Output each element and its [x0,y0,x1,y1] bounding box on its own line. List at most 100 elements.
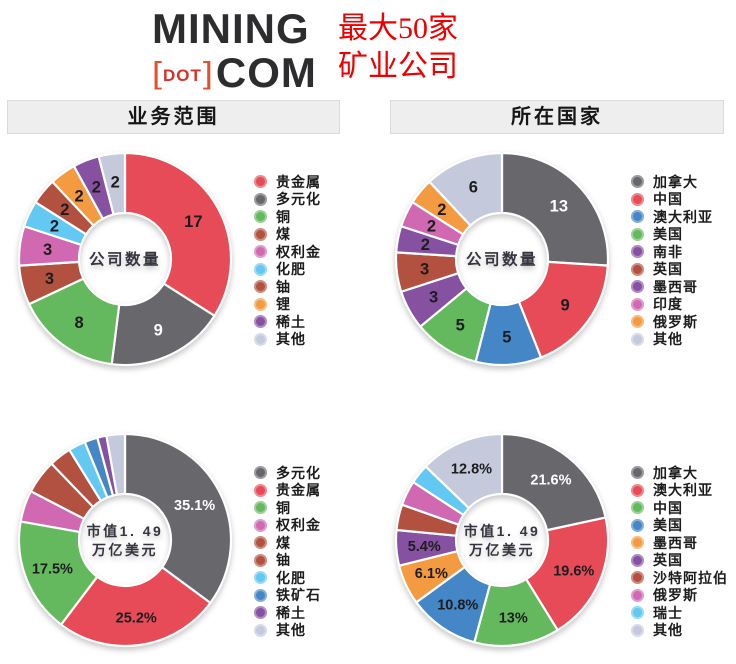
slice-value-label: 2 [60,201,69,219]
slice-value-label: 5 [456,317,465,335]
legend-color-dot [254,483,267,497]
legend-color-dot [631,280,644,294]
legend-label: 权利金 [276,517,321,534]
slice-value-label: 3 [45,270,54,288]
legend-label: 中国 [653,499,683,516]
legend-label: 瑞士 [653,604,683,621]
legend-label: 贵金属 [276,173,321,190]
legend-item: 英国 [631,552,736,570]
donut-chart-country-market-cap: 21.6% 19.6% 13% 10.8% 6.1% 5.4% 12.8% 市值1. 49 万亿… [394,432,610,648]
legend-color-dot [631,571,644,585]
legend-label: 其他 [653,331,683,348]
legend-color-dot [631,210,644,224]
donut-slice-9 [105,432,127,496]
legend-label: 加拿大 [653,464,698,481]
donut-chart-business-market-cap: 35.1% 25.2% 17.5% 市值1. 49 万亿美元 [17,432,233,648]
legend-item: 稀土 [254,604,372,622]
slice-value-label: 2 [427,218,436,236]
donut-slice-9 [424,432,504,510]
legend-label: 铜 [276,208,291,225]
legend-color-dot [254,245,267,259]
legend-color-dot [631,315,644,329]
legend-label: 多元化 [276,464,321,481]
donut-slice-1 [525,516,610,632]
legend-color-dot [631,518,644,532]
legend-color-dot [631,623,644,637]
legend-color-dot [631,297,644,311]
legend-item: 墨西哥 [631,278,736,296]
slice-value-label: 17 [184,213,202,231]
donut-slice-2 [17,520,99,626]
legend-item: 美国 [631,517,736,535]
legend-country-company-count: 加拿大 中国 澳大利亚 美国 南非 英国 墨西哥 印度 俄罗斯 其他 [631,173,736,348]
slice-value-label: 3 [43,241,52,259]
slice-value-label: 13% [499,610,528,626]
legend-label: 贵金属 [276,482,321,499]
legend-item: 煤 [254,534,372,552]
legend-color-dot [254,623,267,637]
legend-label: 美国 [653,226,683,243]
legend-label: 俄罗斯 [653,587,698,604]
slice-value-label: 2 [437,201,446,219]
legend-color-dot [631,588,644,602]
legend-item: 铜 [254,208,372,226]
legend-item: 贵金属 [254,173,372,191]
legend-label: 煤 [276,226,291,243]
legend-label: 澳大利亚 [653,482,713,499]
legend-label: 稀土 [276,313,306,330]
chart-center-label: 市值1. 49 [87,523,164,539]
donut-slice-9 [428,151,504,227]
donut-slice-9 [97,151,127,216]
logo-com-text: COM [215,49,317,96]
legend-item: 其他 [254,331,372,349]
legend-color-dot [254,536,267,550]
donut-slice-0 [123,151,233,317]
legend-business-market-cap: 多元化 贵金属铜权利金煤铀化肥 铁矿石 稀土 其他 [254,464,372,639]
legend-item: 铀 [254,552,372,570]
legend-label: 化肥 [276,569,306,586]
legend-color-dot [631,262,644,276]
legend-item: 其他 [631,331,736,349]
legend-color-dot [254,518,267,532]
legend-label: 中国 [653,191,683,208]
slice-value-label: 35.1% [174,498,215,514]
legend-color-dot [631,466,644,480]
legend-item: 加拿大 [631,173,736,191]
legend-color-dot [631,606,644,620]
legend-item: 稀土 [254,313,372,331]
donut-slice-1 [59,566,212,648]
legend-color-dot [254,210,267,224]
slice-value-label: 13 [550,197,568,215]
slice-value-label: 6.1% [415,566,448,582]
legend-color-dot [631,192,644,206]
legend-item: 权利金 [254,517,372,535]
legend-color-dot [254,297,267,311]
legend-item: 印度 [631,296,736,314]
page-title: 最大50家 矿业公司 [338,10,458,86]
chart-center-label: 公司数量 [466,250,538,269]
legend-label: 其他 [276,622,306,639]
chart-business-market-cap: 35.1% 25.2% 17.5% 市值1. 49 万亿美元 多元化 贵金属铜权利金煤铀化… [0,421,372,664]
legend-label: 美国 [653,517,683,534]
chart-center-label: 市值1. 49 [464,523,541,539]
legend-business-company-count: 贵金属 多元化铜煤权利金 化肥铀锂稀土 其他 [254,173,372,348]
section-header-business-scope: 业务范围 [7,100,340,134]
legend-item: 化肥 [254,261,372,279]
chart-center-label: 万亿美元 [468,542,535,558]
legend-label: 其他 [653,622,683,639]
legend-item: 多元化 [254,464,372,482]
legend-label: 铀 [276,552,291,569]
legend-item: 其他 [254,622,372,640]
chart-country-company-count: 13 9 5 5 3 3 2 2 2 6 公司数量 加拿大 中国 澳大利亚 美国 南非 英国 墨西哥 印度 俄罗斯其… [377,140,736,400]
legend-color-dot [254,466,267,480]
legend-item: 权利金 [254,243,372,261]
legend-item: 铁矿石 [254,587,372,605]
legend-label: 沙特阿拉伯 [653,569,728,586]
legend-color-dot [254,315,267,329]
section-header-country: 所在国家 [390,100,724,134]
legend-color-dot [254,606,267,620]
legend-label: 墨西哥 [653,534,698,551]
